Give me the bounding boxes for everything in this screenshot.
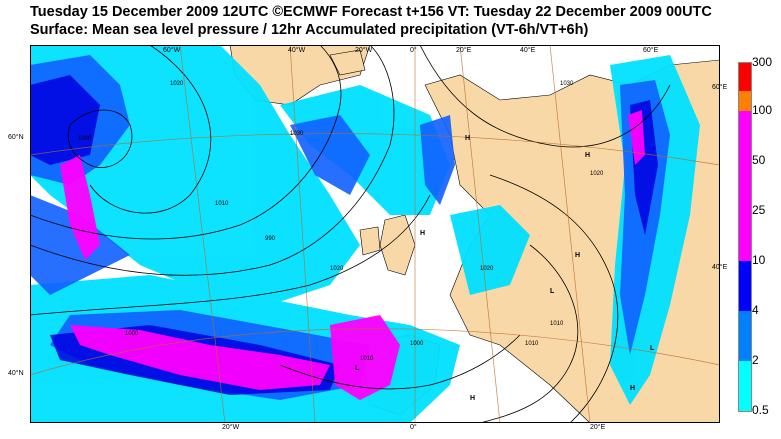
legend-label: 4 [752,303,759,317]
legend-swatch [739,211,751,261]
lon-label: 20°E [456,47,472,54]
lon-label: 20°W [222,424,240,431]
isobar-label: 1020 [170,81,184,87]
map-title-line-1: Tuesday 15 December 2009 12UTC ©ECMWF Fo… [30,4,712,20]
legend-swatch [739,161,751,211]
isobar-label: 1020 [590,171,604,177]
legend-swatch [739,91,751,111]
lat-label: 60°N [8,134,24,141]
precip-legend [738,62,752,412]
isobar-label: 1020 [330,266,344,272]
pressure-center: H [585,152,590,159]
isobar-label: 990 [265,236,276,242]
isobar-label: 1010 [550,321,564,327]
pressure-center: H [630,385,635,392]
isobar-label: 1000 [125,331,139,337]
lon-label: 20°E [590,424,606,431]
legend-label: 300 [752,55,773,69]
isobar-label: 1010 [525,341,539,347]
map-title-line-2: Surface: Mean sea level pressure / 12hr … [30,22,589,38]
legend-label: 100 [752,103,773,117]
pressure-center: H [575,252,580,259]
legend-label: 0.5 [752,403,769,417]
isobar-label: 1020 [480,266,494,272]
lat-label: 40°N [8,370,24,377]
pressure-center: H [465,135,470,142]
lon-label: 0° [410,47,417,54]
legend-label: 50 [752,153,766,167]
precip-intense [60,110,645,400]
pressure-center: L [355,365,360,372]
pressure-center: H [420,230,425,237]
isobar-label: 1000 [78,136,92,142]
isobar-label: 1010 [360,356,374,362]
lon-label: 40°W [288,47,306,54]
lon-label: 20°W [355,47,373,54]
lat-label: 60°E [712,84,728,91]
legend-swatch [739,111,751,161]
legend-swatch [739,63,751,91]
pressure-center: H [470,395,475,402]
legend-swatch [739,261,751,311]
legend-label: 2 [752,353,759,367]
lon-label: 0° [410,424,417,431]
legend-label: 25 [752,203,766,217]
pressure-center: L [650,345,655,352]
lon-label: 40°E [520,47,536,54]
isobar-label: 1000 [410,341,424,347]
legend-swatch [739,361,751,411]
legend-label: 10 [752,253,766,267]
pressure-center: L [550,288,555,295]
isobar-label: 1030 [560,81,574,87]
lon-label: 60°E [643,47,659,54]
legend-swatch [739,311,751,361]
isobar-label: 1030 [290,131,304,137]
forecast-map: 1020 1010 1000 990 1030 1020 1010 1000 1… [30,45,720,423]
isobar-label: 1010 [215,201,229,207]
isobars [30,45,671,423]
lon-label: 60°W [163,47,181,54]
lat-label: 40°E [712,264,728,271]
graticule [30,45,720,423]
